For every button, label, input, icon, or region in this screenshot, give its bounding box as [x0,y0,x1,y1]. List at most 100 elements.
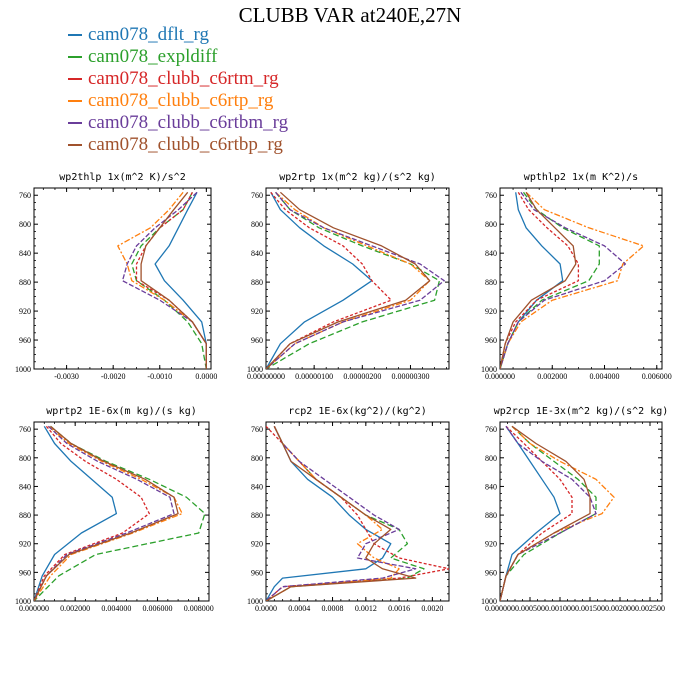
y-tick-label: 760 [19,191,31,200]
x-tick-label: 0.0016 [388,604,410,613]
y-tick-label: 960 [19,568,31,577]
panel-title: rcp2 1E-6x(kg^2)/(kg^2) [288,406,426,417]
series-line [131,191,207,369]
plot-frame [265,187,450,370]
series-line [500,192,564,369]
x-tick-label: 0.0020 [421,604,443,613]
x-tick-label: 0.00000000 [247,372,285,381]
series-line [500,191,580,369]
series-line [500,425,597,601]
plot-frame [499,421,663,602]
legend: cam078_dflt_rg cam078_expldiff cam078_club… [68,24,288,156]
x-tick-label: 0.002000 [605,604,635,613]
y-tick-label: 880 [19,511,31,520]
series-line [34,425,118,601]
series-group [34,425,206,601]
legend-swatch [68,121,82,124]
legend-label: cam078_clubb_c6rtbm_rg [88,112,289,133]
y-tick-label: 840 [485,249,497,258]
x-tick-label: 0.000500 [515,604,545,613]
series-group [500,425,615,601]
series-line [266,191,392,369]
y-tick-label: 760 [251,425,263,434]
x-tick-label: -0.0020 [101,372,126,381]
y-tick-label: 800 [251,220,263,229]
y-tick-label: 840 [251,249,263,258]
x-tick-label: 0.000000 [19,604,49,613]
x-tick-label: 0.00000200 [343,372,381,381]
y-tick-label: 800 [251,454,263,463]
legend-label: cam078_clubb_c6rtp_rg [88,90,274,111]
y-tick-label: 840 [19,482,31,491]
y-tick-label: 1000 [247,365,263,374]
y-tick-label: 880 [19,278,31,287]
series-group [266,191,445,369]
legend-item: cam078_clubb_c6rtp_rg [68,90,288,112]
series-line [266,426,425,601]
y-tick-label: 760 [485,191,497,200]
y-tick-label: 800 [485,220,497,229]
series-group [117,191,207,369]
legend-label: cam078_clubb_c6rtm_rg [88,68,279,89]
y-tick-label: 1000 [481,597,497,606]
x-tick-label: 0.002500 [635,604,665,613]
panel-title: wpthlp2 1x(m K^2)/s [524,172,638,183]
panel-title: wp2rtp 1x(m^2 kg)/(s^2 kg) [279,172,436,183]
series-line [34,425,150,601]
y-tick-label: 960 [251,336,263,345]
x-tick-label: 0.00000300 [391,372,429,381]
series-line [266,426,400,601]
x-tick-label: 0.0000 [255,604,277,613]
y-tick-label: 1000 [15,365,31,374]
y-tick-label: 800 [19,454,31,463]
series-line [500,425,561,601]
series-line [500,191,577,369]
series-line [266,191,431,369]
series-line [266,191,441,369]
y-tick-label: 840 [19,249,31,258]
y-tick-label: 880 [251,511,263,520]
series-line [500,425,597,601]
x-tick-label: 0.000000 [485,604,515,613]
x-tick-label: 0.006000 [642,372,672,381]
series-line [266,426,417,601]
panel-title: wprtp2 1E-6x(m kg)/(s kg) [46,406,197,417]
chart-panel: wprtp2 1E-6x(m kg)/(s kg) 760 800 840 880 920… [15,406,214,613]
chart-panel: wp2rtp 1x(m^2 kg)/(s^2 kg) 760 800 840 880 92… [247,172,450,381]
legend-label: cam078_clubb_c6rtbp_rg [88,134,283,155]
panel-title: wp2thlp 1x(m^2 K)/s^2 [59,172,185,183]
series-line [500,191,645,369]
series-line [500,425,615,601]
y-tick-label: 1000 [481,365,497,374]
x-tick-label: 0.0000 [195,372,217,381]
legend-swatch [68,77,82,80]
plot-frame [33,421,210,602]
series-line [266,426,417,601]
series-line [266,191,373,369]
series-line [117,191,207,369]
x-tick-label: 0.0004 [288,604,310,613]
y-tick-label: 800 [19,220,31,229]
legend-item: cam078_expldiff [68,46,288,68]
chart-panel: wp2rcp 1E-3x(m^2 kg)/(s^2 kg) 760 800 840 88… [481,406,668,613]
series-line [500,425,573,601]
series-line [34,425,179,601]
y-tick-label: 1000 [247,597,263,606]
x-tick-label: 0.001000 [545,604,575,613]
x-tick-label: 0.0012 [355,604,377,613]
y-tick-label: 920 [251,307,263,316]
y-tick-label: 800 [485,454,497,463]
y-tick-label: 1000 [15,597,31,606]
plot-frame [499,187,663,370]
y-tick-label: 880 [485,278,497,287]
x-tick-label: 0.004000 [101,604,131,613]
y-tick-label: 920 [485,540,497,549]
legend-item: cam078_dflt_rg [68,24,288,46]
plot-frame [265,421,450,602]
x-tick-label: 0.004000 [590,372,620,381]
y-tick-label: 960 [485,336,497,345]
chart-panel: wp2thlp 1x(m^2 K)/s^2 760 800 840 880 920 960 1… [15,172,217,381]
series-line [34,425,206,601]
y-tick-label: 840 [485,482,497,491]
